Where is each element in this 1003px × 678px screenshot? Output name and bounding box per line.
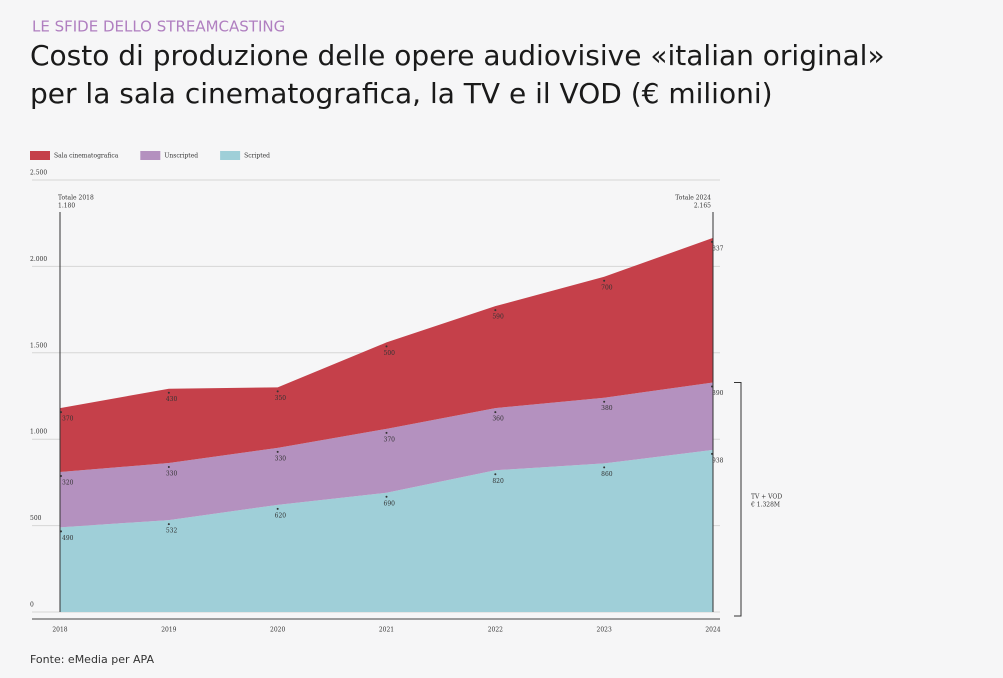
data-label: 837 xyxy=(712,245,724,252)
area xyxy=(60,237,713,473)
point-dot xyxy=(276,507,279,510)
y-tick-label: 2.500 xyxy=(30,170,47,177)
data-label: 430 xyxy=(166,396,178,403)
x-tick-label: 2024 xyxy=(705,627,720,634)
area xyxy=(60,449,713,612)
legend-swatch xyxy=(140,151,161,160)
data-label: 532 xyxy=(166,528,178,535)
point-dot xyxy=(167,523,170,526)
x-tick-label: 2018 xyxy=(52,627,67,634)
point-dot xyxy=(494,411,497,414)
annotation: Totale 2024 xyxy=(675,195,711,202)
data-label: 390 xyxy=(712,390,724,397)
point-dot xyxy=(276,450,279,453)
data-label: 700 xyxy=(601,284,613,291)
data-label: 330 xyxy=(275,455,287,462)
point-dot xyxy=(167,391,170,394)
title: per la sala cinematografica, la TV e il … xyxy=(30,77,773,110)
source: Fonte: eMedia per APA xyxy=(30,653,154,666)
data-label: 620 xyxy=(275,512,287,519)
data-label: 370 xyxy=(384,436,396,443)
y-tick-label: 0 xyxy=(30,602,34,609)
data-label: 350 xyxy=(275,395,287,402)
kicker: LE SFIDE DELLO STREAMCASTING xyxy=(32,18,285,36)
point-dot xyxy=(385,495,388,498)
data-label: 860 xyxy=(601,471,613,478)
plot: 0 500 1.000 1.500 2.000 2.500 490 532 620 690 820 8… xyxy=(30,151,782,634)
point-dot xyxy=(494,309,497,312)
title: Costo di produzione delle opere audiovis… xyxy=(30,39,885,72)
x-tick-label: 2022 xyxy=(488,627,503,634)
y-tick-label: 1.500 xyxy=(30,342,47,349)
point-dot xyxy=(603,466,606,469)
data-label: 370 xyxy=(62,416,74,423)
data-label: 360 xyxy=(492,416,504,423)
point-dot xyxy=(385,431,388,434)
bracket xyxy=(734,382,742,617)
data-label: 490 xyxy=(62,535,74,542)
annotation: 2.165 xyxy=(694,203,711,210)
annotation: TV + VOD xyxy=(751,494,782,501)
point-dot xyxy=(167,466,170,469)
x-tick-label: 2023 xyxy=(597,627,612,634)
annotation: Totale 2018 xyxy=(58,195,94,202)
legend-swatch xyxy=(30,151,50,160)
point-dot xyxy=(385,345,388,348)
x-tick-label: 2020 xyxy=(270,627,285,634)
data-label: 500 xyxy=(384,350,396,357)
point-dot xyxy=(494,473,497,476)
legend-swatch xyxy=(220,151,241,160)
data-label: 320 xyxy=(62,480,74,487)
point-dot xyxy=(603,279,606,282)
y-tick-label: 2.000 xyxy=(30,256,47,263)
point-dot xyxy=(276,390,279,393)
data-label: 590 xyxy=(492,314,504,321)
data-label: 380 xyxy=(601,405,613,412)
y-tick-label: 1.000 xyxy=(30,429,47,436)
annotation: 1.180 xyxy=(58,203,75,210)
data-label: 330 xyxy=(166,471,178,478)
x-tick-label: 2021 xyxy=(379,627,394,634)
x-tick-label: 2019 xyxy=(161,627,176,634)
point-dot xyxy=(603,400,606,403)
annotation: € 1.328M xyxy=(750,502,780,509)
y-tick-label: 500 xyxy=(30,515,42,522)
data-label: 938 xyxy=(712,457,724,464)
legend-label: Unscripted xyxy=(164,153,198,160)
area xyxy=(60,382,713,528)
legend-label: Scripted xyxy=(244,153,270,160)
data-label: 690 xyxy=(384,500,396,507)
data-label: 820 xyxy=(492,478,504,485)
legend-label: Sala cinematografica xyxy=(54,153,119,160)
